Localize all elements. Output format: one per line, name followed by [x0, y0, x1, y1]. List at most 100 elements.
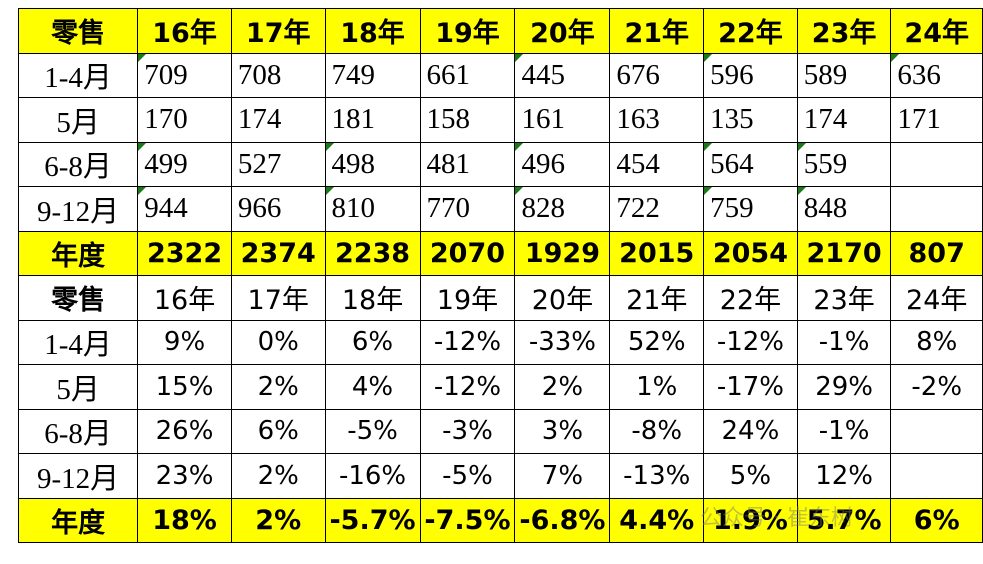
cell-marker [138, 53, 147, 62]
cell-marker [515, 142, 524, 151]
column-header: 23年 [796, 8, 892, 54]
table-row: 零售 16年 17年 18年 19年 20年 21年 22年 23年 24年 [17, 8, 983, 54]
table-row: 年度 2322 2374 2238 2070 1929 2015 2054 2170 807 [17, 230, 983, 276]
cell-marker [325, 187, 334, 195]
cell: 828 [514, 186, 611, 232]
table-row: 5月 15% 2% 4% -12% 2% 1% -17% 29% -2% [17, 364, 983, 410]
cell: 770 [419, 186, 516, 232]
cell: 559 [796, 141, 892, 187]
cell: -5% [324, 408, 421, 454]
column-header: 18年 [324, 8, 421, 54]
cell: 708 [230, 52, 326, 98]
cell: 722 [609, 186, 705, 232]
column-header: 21年 [609, 275, 705, 321]
column-header: 19年 [419, 8, 516, 54]
row-label: 1-4月 [17, 52, 139, 98]
column-header: 22年 [703, 275, 798, 321]
cell: 454 [609, 141, 705, 187]
cell: 445 [514, 52, 611, 98]
cell: 4% [324, 364, 421, 410]
table-row: 零售 16年 17年 18年 19年 20年 21年 22年 23年 24年 [17, 275, 983, 321]
row-label: 6-8月 [17, 141, 139, 187]
cell: -7.5% [419, 497, 516, 543]
table-row: 1-4月 709 708 749 661 445 676 596 589 636 [17, 52, 983, 98]
sales-table: 零售 16年 17年 18年 19年 20年 21年 22年 23年 24年 1-4月 709 708 7… [17, 8, 983, 543]
cell: 944 [137, 186, 232, 232]
cell: 709 [137, 52, 232, 98]
row-label: 零售 [17, 275, 139, 321]
table-row: 5月 170 174 181 158 161 163 135 174 171 [17, 97, 983, 143]
cell: 1% [609, 364, 705, 410]
cell: 18% [137, 497, 232, 543]
cell: 2238 [324, 230, 421, 276]
cell-marker [515, 187, 524, 195]
cell-marker [325, 142, 334, 151]
row-label: 5月 [17, 97, 139, 143]
column-header: 20年 [514, 275, 611, 321]
cell: 2054 [703, 230, 798, 276]
cell-marker [704, 187, 713, 195]
cell: 2322 [137, 230, 232, 276]
column-header: 19年 [419, 275, 516, 321]
cell: 759 [703, 186, 798, 232]
cell: 4.4% [609, 497, 705, 543]
row-label: 1-4月 [17, 319, 139, 365]
cell: 807 [890, 230, 983, 276]
cell: 163 [609, 97, 705, 143]
cell: 6% [324, 319, 421, 365]
cell: 24% [703, 408, 798, 454]
cell: -33% [514, 319, 611, 365]
table-row: 6-8月 499 527 498 481 496 454 564 559 [17, 141, 983, 187]
column-header: 16年 [137, 275, 232, 321]
column-header: 20年 [514, 8, 611, 54]
column-header: 17年 [230, 8, 326, 54]
cell: -1% [796, 319, 892, 365]
cell: 174 [230, 97, 326, 143]
cell: 170 [137, 97, 232, 143]
cell: -12% [419, 364, 516, 410]
cell: 0% [230, 319, 326, 365]
cell: 499 [137, 141, 232, 187]
column-header: 22年 [703, 8, 798, 54]
cell: 2% [230, 364, 326, 410]
column-header: 21年 [609, 8, 705, 54]
cell: 171 [890, 97, 983, 143]
cell: 496 [514, 141, 611, 187]
cell: 15% [137, 364, 232, 410]
cell: -12% [419, 319, 516, 365]
cell: 12% [796, 453, 892, 499]
cell: 2070 [419, 230, 516, 276]
cell: 848 [796, 186, 892, 232]
cell: 527 [230, 141, 326, 187]
cell: -6.8% [514, 497, 611, 543]
cell: 596 [703, 52, 798, 98]
row-label: 年度 [17, 497, 139, 543]
cell: 7% [514, 453, 611, 499]
cell [890, 408, 983, 454]
cell: 2374 [230, 230, 326, 276]
cell: -2% [890, 364, 983, 410]
cell-marker [704, 53, 713, 62]
cell-marker [515, 53, 524, 62]
cell: 966 [230, 186, 326, 232]
cell: 52% [609, 319, 705, 365]
cell: 2% [514, 364, 611, 410]
column-header: 18年 [324, 275, 421, 321]
cell: 498 [324, 141, 421, 187]
column-header: 24年 [890, 275, 983, 321]
cell-marker [704, 142, 713, 151]
cell-marker [138, 142, 147, 151]
row-label: 年度 [17, 230, 139, 276]
cell: 661 [419, 52, 516, 98]
cell: 161 [514, 97, 611, 143]
table-row: 9-12月 23% 2% -16% -5% 7% -13% 5% 12% [17, 453, 983, 499]
cell: 181 [324, 97, 421, 143]
cell: -5% [419, 453, 516, 499]
cell: 481 [419, 141, 516, 187]
row-label: 9-12月 [17, 186, 139, 232]
watermark: 公众号 · 崔东树 [700, 506, 853, 531]
cell: 1.9% [703, 497, 798, 543]
row-label: 5月 [17, 364, 139, 410]
cell-marker [797, 187, 806, 195]
